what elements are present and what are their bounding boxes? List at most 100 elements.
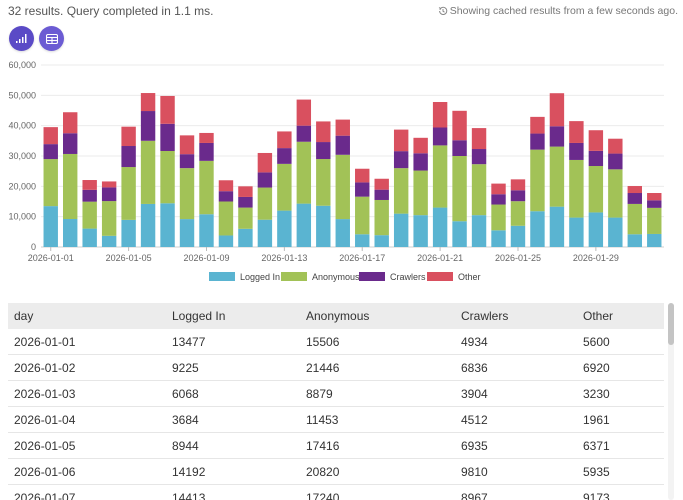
bar-segment[interactable]: [452, 140, 467, 156]
bar-segment[interactable]: [140, 203, 156, 247]
bar-segment[interactable]: [238, 196, 253, 208]
bar-segment[interactable]: [179, 154, 195, 169]
bar-segment[interactable]: [238, 186, 253, 197]
bar-segment[interactable]: [510, 225, 526, 247]
bar-segment[interactable]: [121, 126, 136, 147]
bar-segment[interactable]: [63, 133, 78, 154]
bar-segment[interactable]: [647, 193, 662, 201]
bar-segment[interactable]: [452, 221, 467, 247]
bar-segment[interactable]: [238, 207, 253, 229]
legend-swatch[interactable]: [281, 272, 307, 281]
bar-segment[interactable]: [335, 135, 350, 155]
bar-segment[interactable]: [413, 137, 428, 154]
bar-segment[interactable]: [432, 207, 448, 247]
bar-segment[interactable]: [199, 132, 214, 143]
bar-segment[interactable]: [549, 206, 565, 247]
bar-segment[interactable]: [335, 219, 350, 247]
bar-segment[interactable]: [82, 201, 97, 229]
bar-segment[interactable]: [140, 93, 156, 112]
bar-segment[interactable]: [569, 142, 584, 160]
bar-segment[interactable]: [413, 153, 428, 171]
bar-segment[interactable]: [452, 156, 467, 222]
bar-segment[interactable]: [160, 95, 175, 124]
bar-segment[interactable]: [82, 228, 97, 247]
bar-segment[interactable]: [374, 189, 389, 200]
bar-segment[interactable]: [199, 142, 214, 161]
bar-segment[interactable]: [608, 153, 623, 170]
bar-segment[interactable]: [218, 235, 234, 247]
bar-segment[interactable]: [569, 217, 584, 247]
bar-segment[interactable]: [101, 181, 117, 188]
bar-segment[interactable]: [491, 230, 506, 247]
bar-segment[interactable]: [160, 123, 175, 151]
bar-segment[interactable]: [277, 148, 292, 164]
legend-swatch[interactable]: [209, 272, 235, 281]
bar-segment[interactable]: [491, 183, 506, 195]
bar-segment[interactable]: [471, 215, 487, 247]
bar-segment[interactable]: [43, 159, 58, 207]
bar-segment[interactable]: [471, 164, 487, 216]
legend-label[interactable]: Anonymous: [312, 272, 360, 282]
bar-segment[interactable]: [608, 217, 623, 247]
bar-segment[interactable]: [530, 133, 545, 150]
bar-segment[interactable]: [160, 203, 175, 247]
bar-segment[interactable]: [588, 166, 604, 213]
column-header-logged-in[interactable]: Logged In: [166, 303, 300, 329]
bar-segment[interactable]: [393, 151, 409, 169]
bar-segment[interactable]: [238, 228, 253, 247]
bar-segment[interactable]: [199, 214, 214, 247]
bar-segment[interactable]: [452, 110, 467, 141]
table-view-button[interactable]: [39, 26, 64, 51]
bar-segment[interactable]: [121, 167, 136, 220]
bar-segment[interactable]: [608, 169, 623, 218]
bar-segment[interactable]: [43, 127, 58, 145]
bar-segment[interactable]: [471, 128, 487, 150]
bar-segment[interactable]: [588, 150, 604, 167]
legend-swatch[interactable]: [359, 272, 385, 281]
bar-segment[interactable]: [393, 129, 409, 152]
bar-segment[interactable]: [316, 205, 331, 247]
bar-segment[interactable]: [63, 153, 78, 220]
bar-segment[interactable]: [647, 207, 662, 234]
bar-segment[interactable]: [374, 235, 389, 247]
bar-segment[interactable]: [121, 219, 136, 247]
bar-segment[interactable]: [218, 180, 234, 192]
bar-segment[interactable]: [393, 213, 409, 247]
bar-segment[interactable]: [179, 219, 195, 247]
bar-segment[interactable]: [393, 168, 409, 214]
bar-segment[interactable]: [530, 116, 545, 134]
bar-segment[interactable]: [471, 149, 487, 165]
bar-segment[interactable]: [510, 190, 526, 202]
bar-segment[interactable]: [549, 146, 565, 207]
column-header-other[interactable]: Other: [577, 303, 664, 329]
bar-segment[interactable]: [510, 201, 526, 226]
bar-segment[interactable]: [530, 211, 545, 247]
bar-segment[interactable]: [199, 160, 214, 215]
bar-segment[interactable]: [432, 127, 448, 146]
bar-segment[interactable]: [179, 135, 195, 155]
legend-label[interactable]: Other: [458, 272, 481, 282]
bar-segment[interactable]: [277, 131, 292, 149]
bar-segment[interactable]: [296, 141, 312, 204]
bar-segment[interactable]: [121, 146, 136, 168]
bar-segment[interactable]: [491, 194, 506, 205]
bar-segment[interactable]: [647, 233, 662, 247]
bar-segment[interactable]: [160, 150, 175, 204]
bar-segment[interactable]: [296, 125, 312, 142]
bar-segment[interactable]: [627, 234, 642, 247]
legend-label[interactable]: Crawlers: [390, 272, 426, 282]
bar-segment[interactable]: [355, 196, 370, 235]
column-header-crawlers[interactable]: Crawlers: [455, 303, 577, 329]
legend-swatch[interactable]: [427, 272, 453, 281]
bar-segment[interactable]: [43, 144, 58, 160]
bar-segment[interactable]: [63, 112, 78, 134]
column-header-day[interactable]: day: [8, 303, 166, 329]
bar-segment[interactable]: [432, 102, 448, 128]
bar-segment[interactable]: [491, 204, 506, 231]
bar-segment[interactable]: [296, 203, 312, 247]
bar-segment[interactable]: [63, 219, 78, 247]
column-header-anonymous[interactable]: Anonymous: [300, 303, 455, 329]
bar-segment[interactable]: [549, 93, 565, 127]
bar-segment[interactable]: [335, 119, 350, 136]
bar-segment[interactable]: [43, 206, 58, 247]
